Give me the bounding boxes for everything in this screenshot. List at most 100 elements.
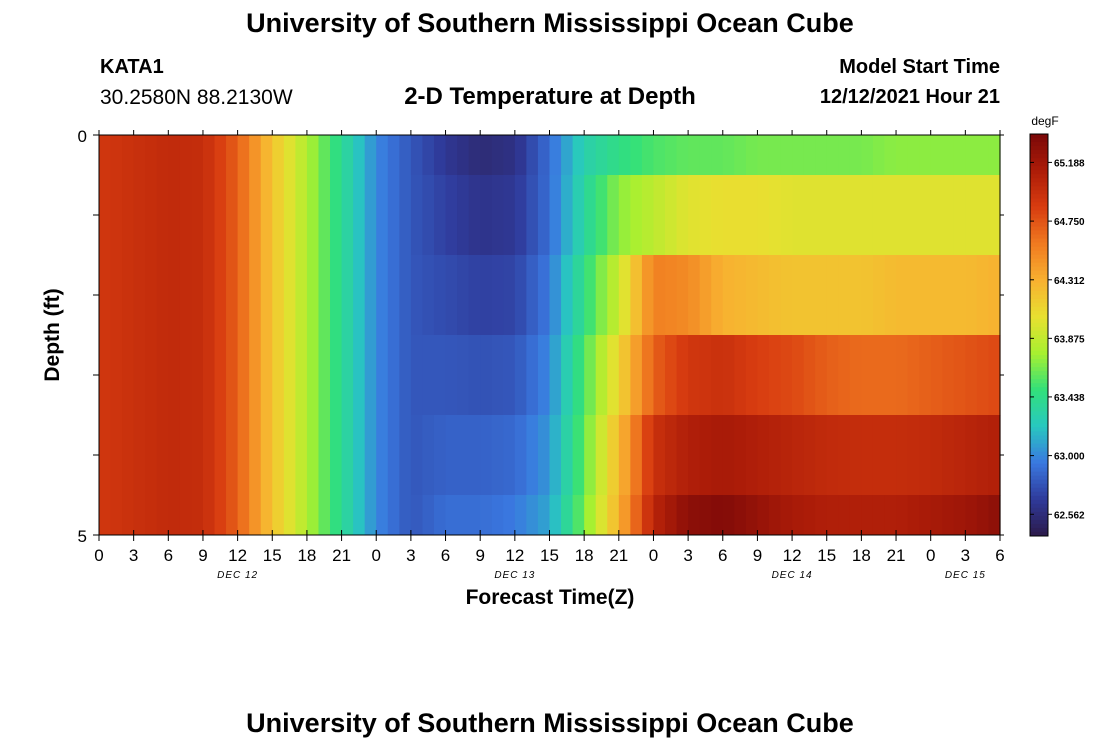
- heatmap-cell: [896, 335, 909, 416]
- colorbar-segment: [1030, 383, 1048, 388]
- model-start-value: 12/12/2021 Hour 21: [819, 86, 1000, 108]
- heatmap-cell: [872, 255, 886, 336]
- heatmap-cell: [283, 495, 296, 536]
- heatmap-cell: [872, 135, 886, 176]
- heatmap-cell: [503, 175, 516, 256]
- heatmap-cell: [457, 415, 470, 496]
- colorbar-segment: [1030, 306, 1048, 312]
- heatmap-cell: [353, 135, 366, 176]
- heatmap-cell: [584, 415, 597, 496]
- heatmap-cell: [907, 495, 920, 536]
- heatmap-cell: [988, 335, 1001, 416]
- heatmap-cell: [179, 175, 193, 256]
- colorbar-segment: [1030, 355, 1048, 360]
- heatmap-cell: [676, 175, 689, 256]
- colorbar-segment: [1030, 258, 1048, 264]
- colorbar-segment: [1030, 463, 1048, 469]
- heatmap-cell: [191, 335, 204, 416]
- colorbar-segment: [1030, 182, 1048, 187]
- heatmap-cell: [745, 135, 759, 176]
- heatmap-cell: [861, 175, 874, 256]
- heatmap-cell: [341, 135, 354, 176]
- heatmap-cell: [872, 175, 886, 256]
- heatmap-cell: [364, 175, 377, 256]
- heatmap-cell: [110, 175, 123, 256]
- colorbar-label: 65.188: [1054, 158, 1085, 169]
- heatmap-cell: [896, 495, 909, 536]
- heatmap-cell: [965, 175, 978, 256]
- heatmap-cell: [226, 495, 239, 536]
- heatmap-cell: [930, 135, 943, 176]
- heatmap-cell: [410, 255, 424, 336]
- heatmap-cell: [514, 415, 527, 496]
- colorbar-segment: [1030, 491, 1048, 497]
- colorbar-label: 63.000: [1054, 452, 1085, 463]
- heatmap-cell: [480, 135, 493, 176]
- heatmap-cell: [919, 495, 932, 536]
- heatmap-cell: [688, 335, 701, 416]
- colorbar-segment: [1030, 170, 1048, 175]
- heatmap-cell: [919, 135, 932, 176]
- heatmap-cell: [226, 415, 239, 496]
- colorbar-segment: [1030, 519, 1048, 525]
- colorbar: 65.188 64.750 64.312 63.875 63.438 63.000 62.5…: [1029, 133, 1085, 537]
- heatmap-cell: [376, 135, 389, 176]
- heatmap-cell: [930, 255, 943, 336]
- heatmap-cell: [491, 255, 504, 336]
- x-tick-label: 6: [164, 546, 173, 565]
- colorbar-segment: [1030, 415, 1048, 420]
- heatmap-cell: [249, 135, 262, 176]
- heatmap-cell: [156, 255, 169, 336]
- colorbar-segment: [1030, 326, 1048, 332]
- colorbar-segment: [1030, 391, 1048, 396]
- heatmap-cell: [953, 495, 966, 536]
- heatmap-cell: [353, 255, 366, 336]
- heatmap-cell: [665, 255, 678, 336]
- heatmap-cell: [826, 415, 839, 496]
- heatmap-cell: [156, 495, 169, 536]
- heatmap-cell: [526, 135, 539, 176]
- heatmap-cell: [618, 335, 631, 416]
- heatmap-cell: [318, 255, 331, 336]
- heatmap-cell: [179, 495, 193, 536]
- heatmap-cell: [306, 175, 320, 256]
- heatmap-cell: [665, 335, 678, 416]
- heatmap-cell: [503, 335, 516, 416]
- heatmap-cell: [688, 415, 701, 496]
- heatmap-cell: [711, 335, 724, 416]
- x-tick-label: 0: [649, 546, 658, 565]
- heatmap-cell: [757, 415, 770, 496]
- heatmap-cell: [919, 255, 932, 336]
- heatmap-cell: [399, 175, 412, 256]
- heatmap-cell: [584, 175, 597, 256]
- colorbar-segment: [1030, 379, 1048, 384]
- colorbar-segment: [1030, 423, 1048, 428]
- heatmap-cell: [884, 175, 897, 256]
- heatmap-cell: [734, 415, 747, 496]
- heatmap-cell: [584, 135, 597, 176]
- y-tick-label: 0: [78, 127, 87, 146]
- heatmap-cell: [930, 415, 943, 496]
- colorbar-segment: [1030, 487, 1048, 493]
- heatmap-cell: [872, 415, 886, 496]
- heatmap-cell: [410, 335, 424, 416]
- heatmap-cell: [364, 495, 377, 536]
- colorbar-segment: [1030, 483, 1048, 489]
- x-tick-label: 3: [406, 546, 415, 565]
- heatmap-cell: [572, 335, 585, 416]
- x-tick-label: 9: [475, 546, 484, 565]
- heatmap-cell: [306, 495, 320, 536]
- heatmap-cell: [364, 135, 377, 176]
- colorbar-segment: [1030, 395, 1048, 400]
- heatmap-cell: [330, 415, 343, 496]
- heatmap-cell: [526, 175, 539, 256]
- x-tick-label: 0: [371, 546, 380, 565]
- model-start-label: Model Start Time: [839, 56, 1000, 78]
- heatmap-cell: [815, 415, 828, 496]
- heatmap-cell: [249, 175, 262, 256]
- heatmap-cell: [433, 335, 447, 416]
- heatmap-cell: [734, 175, 747, 256]
- heatmap-cell: [826, 335, 839, 416]
- heatmap-cell: [803, 495, 816, 536]
- heatmap-cell: [249, 255, 262, 336]
